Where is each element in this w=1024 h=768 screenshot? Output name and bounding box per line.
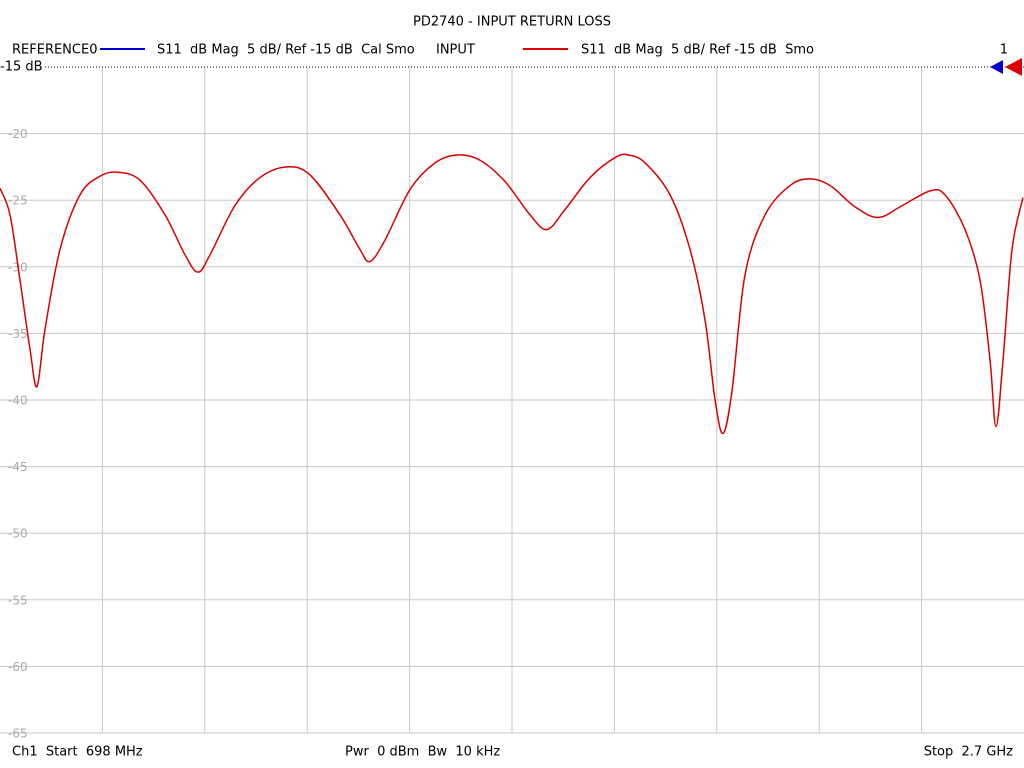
reference-level-label: -15 dB bbox=[0, 60, 43, 75]
trace bbox=[0, 153, 1024, 435]
y-tick-label: -50 bbox=[8, 527, 28, 541]
footer-power: Pwr 0 dBm Bw 10 kHz bbox=[345, 745, 500, 760]
footer-start: Ch1 Start 698 MHz bbox=[12, 745, 143, 760]
y-tick-label: -55 bbox=[8, 593, 28, 607]
y-tick-label: -40 bbox=[8, 394, 28, 408]
plot-area: -15-20-25-30-35-40-45-50-55-60-65-15 dB bbox=[0, 58, 1024, 741]
chart-title: PD2740 - INPUT RETURN LOSS bbox=[413, 15, 611, 30]
footer-stop: Stop 2.7 GHz bbox=[924, 745, 1013, 760]
reference-marker bbox=[990, 60, 1003, 74]
y-tick-label: -60 bbox=[8, 660, 28, 674]
legend-description: S11 dB Mag 5 dB/ Ref -15 dB Cal Smo bbox=[157, 43, 415, 58]
y-tick-label: -25 bbox=[8, 194, 28, 208]
y-tick-label: -45 bbox=[8, 460, 28, 474]
y-tick-label: -20 bbox=[8, 127, 28, 141]
legend-label: REFERENCE0 bbox=[12, 43, 97, 58]
reference-label-bg bbox=[0, 59, 44, 74]
legend-label: INPUT bbox=[436, 43, 475, 58]
channel-marker: 1 bbox=[1000, 43, 1008, 58]
y-tick-label: -35 bbox=[8, 327, 28, 341]
reference-marker bbox=[1005, 58, 1022, 76]
y-tick-label: -65 bbox=[8, 727, 28, 741]
legend-description: S11 dB Mag 5 dB/ Ref -15 dB Smo bbox=[581, 43, 814, 58]
